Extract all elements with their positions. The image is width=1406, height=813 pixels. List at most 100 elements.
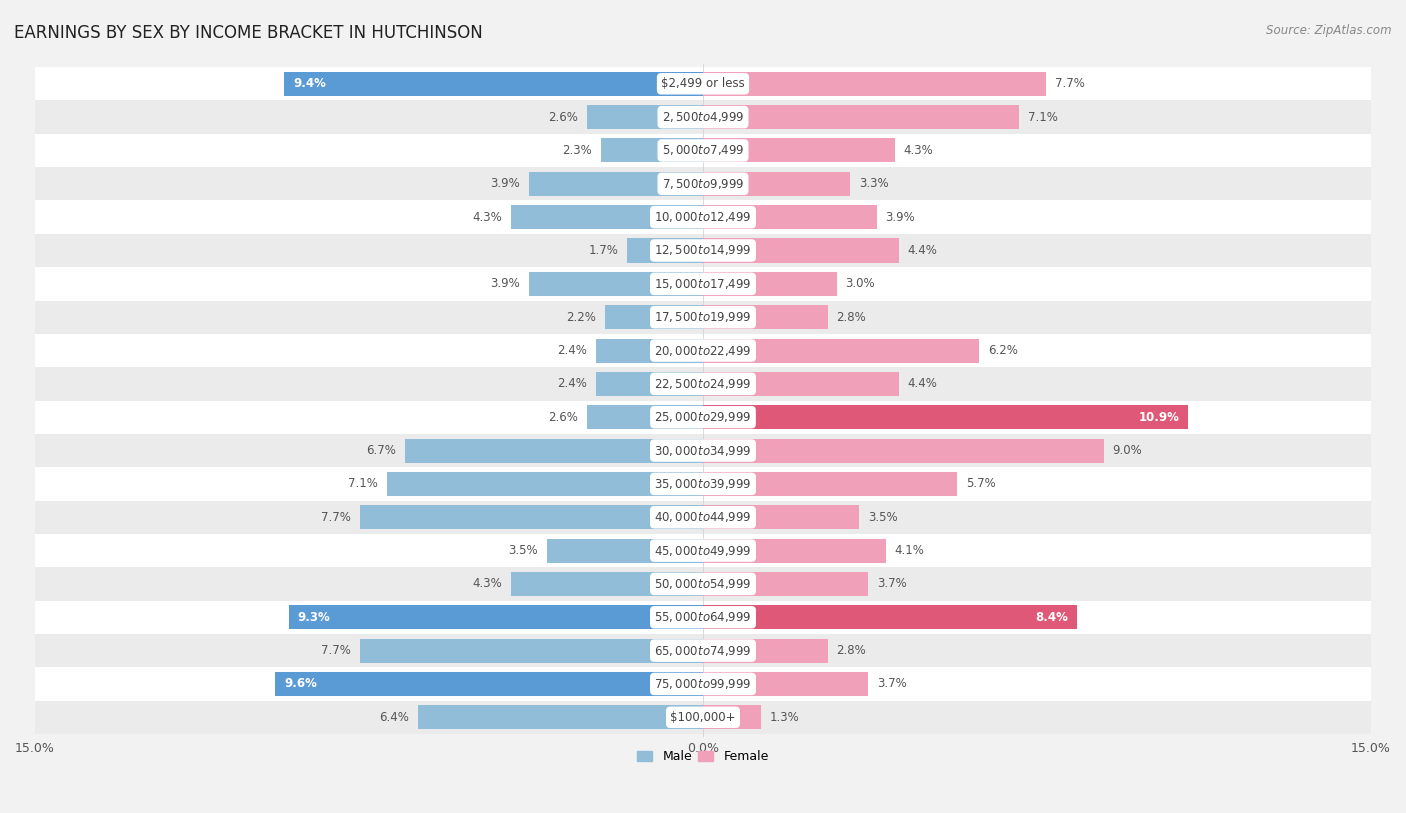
Text: 2.8%: 2.8% <box>837 311 866 324</box>
Text: 9.6%: 9.6% <box>284 677 318 690</box>
Bar <box>35 101 1371 134</box>
Bar <box>288 605 703 629</box>
Text: 4.3%: 4.3% <box>472 211 502 224</box>
Text: 3.7%: 3.7% <box>877 577 907 590</box>
Text: $55,000 to $64,999: $55,000 to $64,999 <box>654 611 752 624</box>
Bar <box>284 72 703 96</box>
Bar <box>35 267 1371 301</box>
Bar <box>588 105 703 129</box>
Bar <box>703 505 859 529</box>
Bar <box>703 605 1077 629</box>
Bar <box>703 638 828 663</box>
Bar <box>703 706 761 729</box>
Bar <box>703 438 1104 463</box>
Bar <box>703 405 1188 429</box>
Text: 5.7%: 5.7% <box>966 477 995 490</box>
Bar <box>703 238 898 263</box>
Text: 2.8%: 2.8% <box>837 644 866 657</box>
Text: $2,500 to $4,999: $2,500 to $4,999 <box>662 110 744 124</box>
Bar <box>703 72 1046 96</box>
Bar <box>529 272 703 296</box>
Text: $5,000 to $7,499: $5,000 to $7,499 <box>662 143 744 158</box>
Bar <box>529 172 703 196</box>
Bar <box>276 672 703 696</box>
Bar <box>35 601 1371 634</box>
Bar <box>547 538 703 563</box>
Bar <box>35 334 1371 367</box>
Bar <box>703 538 886 563</box>
Text: 3.9%: 3.9% <box>886 211 915 224</box>
Bar <box>35 301 1371 334</box>
Text: 3.0%: 3.0% <box>845 277 875 290</box>
Bar <box>35 67 1371 101</box>
Text: $50,000 to $54,999: $50,000 to $54,999 <box>654 577 752 591</box>
Bar <box>35 634 1371 667</box>
Bar <box>418 706 703 729</box>
Text: $20,000 to $22,499: $20,000 to $22,499 <box>654 344 752 358</box>
Text: $7,500 to $9,999: $7,500 to $9,999 <box>662 176 744 191</box>
Text: 2.3%: 2.3% <box>562 144 592 157</box>
Text: 7.1%: 7.1% <box>349 477 378 490</box>
Text: 3.9%: 3.9% <box>491 277 520 290</box>
Bar <box>512 205 703 229</box>
Text: 3.3%: 3.3% <box>859 177 889 190</box>
Text: Source: ZipAtlas.com: Source: ZipAtlas.com <box>1267 24 1392 37</box>
Text: 4.1%: 4.1% <box>894 544 924 557</box>
Text: 3.9%: 3.9% <box>491 177 520 190</box>
Text: 6.2%: 6.2% <box>988 344 1018 357</box>
Text: 7.7%: 7.7% <box>322 511 352 524</box>
Text: 10.9%: 10.9% <box>1139 411 1180 424</box>
Text: 4.4%: 4.4% <box>908 377 938 390</box>
Bar <box>703 372 898 396</box>
Bar <box>35 567 1371 601</box>
Text: $100,000+: $100,000+ <box>671 711 735 724</box>
Bar <box>703 472 957 496</box>
Text: 9.3%: 9.3% <box>298 611 330 624</box>
Bar <box>360 638 703 663</box>
Text: 2.6%: 2.6% <box>548 411 578 424</box>
Bar <box>703 672 868 696</box>
Bar <box>596 372 703 396</box>
Bar <box>600 138 703 163</box>
Text: $15,000 to $17,499: $15,000 to $17,499 <box>654 277 752 291</box>
Text: 4.3%: 4.3% <box>472 577 502 590</box>
Text: 2.2%: 2.2% <box>567 311 596 324</box>
Bar <box>35 167 1371 201</box>
Bar <box>703 105 1019 129</box>
Bar <box>588 405 703 429</box>
Bar <box>627 238 703 263</box>
Text: 1.3%: 1.3% <box>770 711 800 724</box>
Bar <box>703 572 868 596</box>
Bar <box>596 338 703 363</box>
Text: 7.7%: 7.7% <box>1054 77 1084 90</box>
Text: 2.4%: 2.4% <box>557 344 588 357</box>
Text: $65,000 to $74,999: $65,000 to $74,999 <box>654 644 752 658</box>
Text: 6.7%: 6.7% <box>366 444 395 457</box>
Text: 9.4%: 9.4% <box>294 77 326 90</box>
Text: 9.0%: 9.0% <box>1112 444 1143 457</box>
Text: $17,500 to $19,999: $17,500 to $19,999 <box>654 311 752 324</box>
Bar <box>360 505 703 529</box>
Legend: Male, Female: Male, Female <box>633 745 773 768</box>
Bar <box>35 467 1371 501</box>
Text: 8.4%: 8.4% <box>1035 611 1069 624</box>
Text: $45,000 to $49,999: $45,000 to $49,999 <box>654 544 752 558</box>
Bar <box>35 234 1371 267</box>
Text: 7.1%: 7.1% <box>1028 111 1057 124</box>
Bar <box>35 367 1371 401</box>
Text: 6.4%: 6.4% <box>380 711 409 724</box>
Text: $10,000 to $12,499: $10,000 to $12,499 <box>654 210 752 224</box>
Text: $22,500 to $24,999: $22,500 to $24,999 <box>654 377 752 391</box>
Text: 7.7%: 7.7% <box>322 644 352 657</box>
Text: $25,000 to $29,999: $25,000 to $29,999 <box>654 411 752 424</box>
Bar <box>405 438 703 463</box>
Bar <box>703 138 894 163</box>
Text: 1.7%: 1.7% <box>589 244 619 257</box>
Text: $75,000 to $99,999: $75,000 to $99,999 <box>654 677 752 691</box>
Text: 3.5%: 3.5% <box>868 511 897 524</box>
Bar <box>703 338 979 363</box>
Bar <box>35 201 1371 234</box>
Bar <box>703 205 877 229</box>
Bar <box>35 534 1371 567</box>
Text: EARNINGS BY SEX BY INCOME BRACKET IN HUTCHINSON: EARNINGS BY SEX BY INCOME BRACKET IN HUT… <box>14 24 482 42</box>
